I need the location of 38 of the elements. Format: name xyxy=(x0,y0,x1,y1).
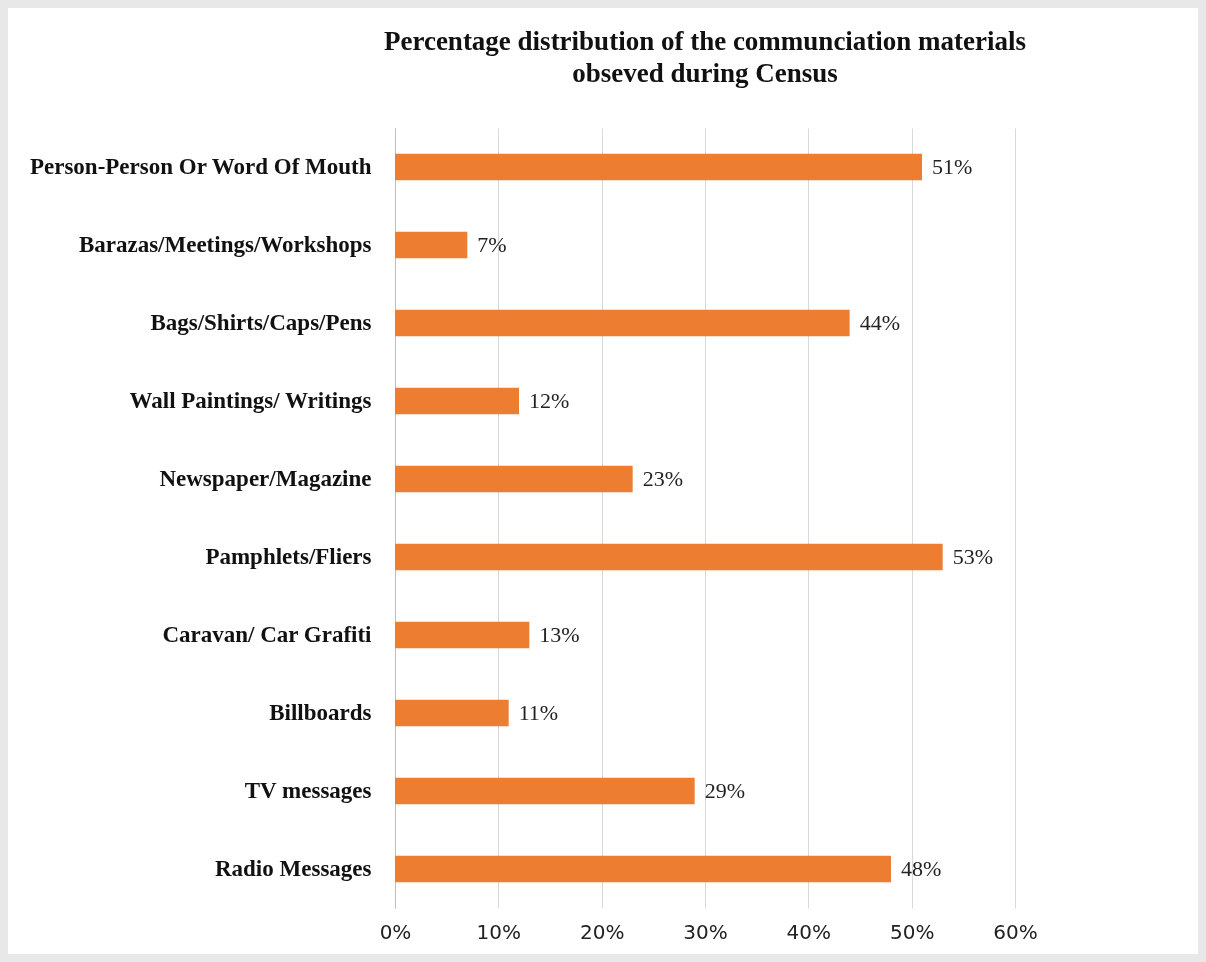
data-label: 13% xyxy=(539,622,580,647)
bar xyxy=(395,699,509,727)
data-label: 7% xyxy=(477,232,507,257)
y-tick-label: Billboards xyxy=(269,700,372,725)
data-label: 11% xyxy=(518,700,559,725)
x-tick-label: 40% xyxy=(786,919,832,944)
data-label: 48% xyxy=(901,856,942,881)
bar xyxy=(395,543,943,571)
bar xyxy=(395,231,468,259)
x-tick-label: 50% xyxy=(889,919,935,944)
x-tick-label: 10% xyxy=(476,919,522,944)
bar xyxy=(395,309,850,337)
bar xyxy=(395,387,519,415)
bar xyxy=(395,855,891,883)
bar xyxy=(395,153,922,181)
y-tick-label: TV messages xyxy=(244,778,372,803)
x-tick-label: 60% xyxy=(993,919,1038,944)
x-tick-label: 20% xyxy=(579,919,625,944)
bar xyxy=(395,777,695,805)
x-tick-label: 30% xyxy=(683,919,728,944)
x-tick-label: 0% xyxy=(379,919,412,944)
chart-title: Percentage distribution of the communciation materials obseved during Census xyxy=(383,26,1027,88)
y-tick-label: Pamphlets/Fliers xyxy=(205,544,372,569)
y-tick-label: Newspaper/Magazine xyxy=(159,466,372,491)
data-label: 44% xyxy=(859,310,900,335)
y-tick-label: Barazas/Meetings/Workshops xyxy=(78,232,372,257)
data-label: 51% xyxy=(932,154,973,179)
bar xyxy=(395,465,633,493)
data-label: 53% xyxy=(952,544,993,569)
y-tick-label: Bags/Shirts/Caps/Pens xyxy=(150,310,372,335)
y-tick-label: Radio Messages xyxy=(214,856,372,881)
data-label: 29% xyxy=(704,778,745,803)
y-tick-label: Caravan/ Car Grafiti xyxy=(162,622,373,647)
y-tick-label: Person-Person Or Word Of Mouth xyxy=(29,154,372,179)
data-label: 23% xyxy=(642,466,683,491)
y-tick-label: Wall Paintings/ Writings xyxy=(129,388,372,413)
bar xyxy=(395,621,530,649)
data-label: 12% xyxy=(529,388,570,413)
